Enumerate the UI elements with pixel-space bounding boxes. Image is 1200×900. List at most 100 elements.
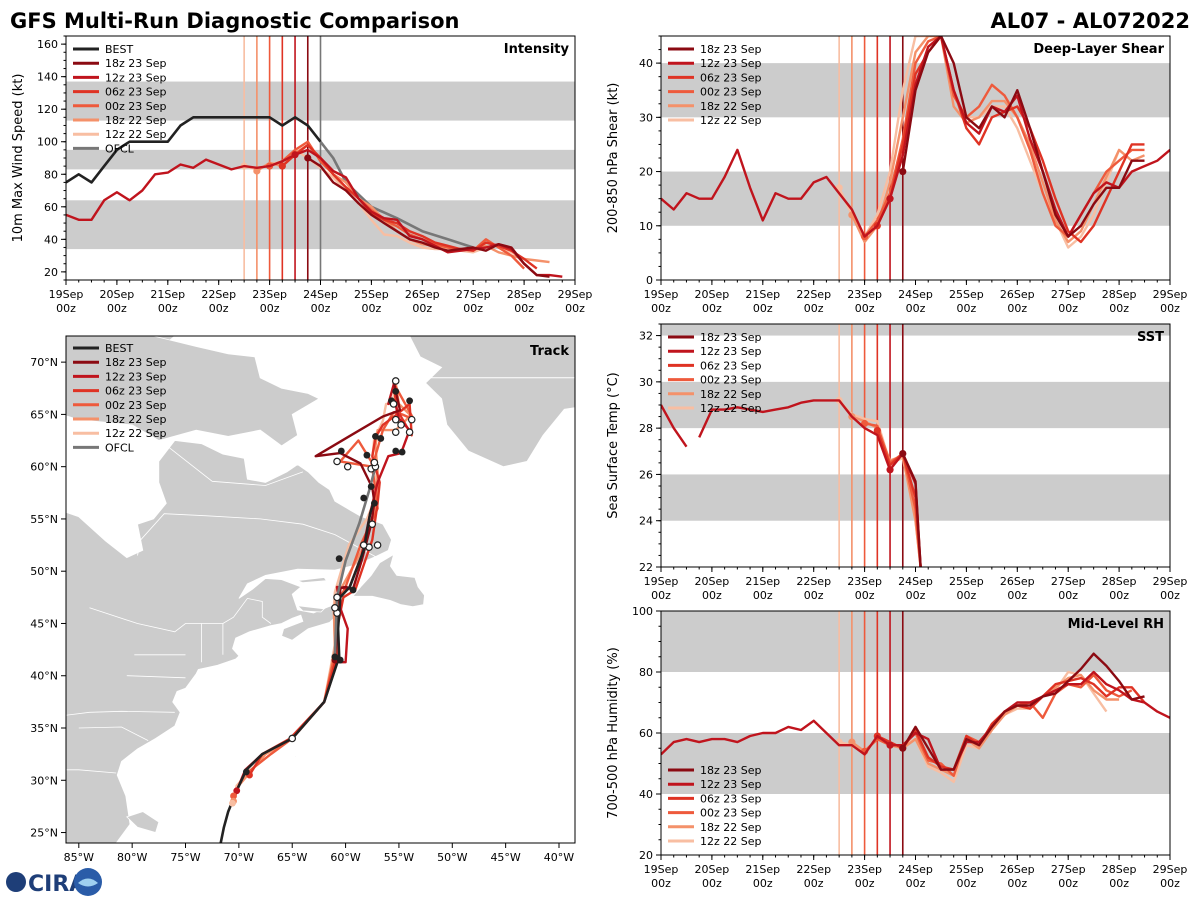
x-tick-label: 00z xyxy=(651,589,671,602)
legend-label: BEST xyxy=(105,342,133,355)
x-tick-label: 26Sep xyxy=(1000,863,1035,876)
init-marker xyxy=(278,162,286,170)
forecast-position-dot xyxy=(368,520,377,528)
x-tick-label: 00z xyxy=(957,302,977,315)
x-tick-label: 23Sep xyxy=(252,288,287,301)
track-panel: 85°W 80°W 75°W 70°W 65°W 60°W 55°W 50°W 45°W 40°W… xyxy=(30,335,576,864)
x-tick-label: 00z xyxy=(107,302,127,315)
x-tick-label: 40°W xyxy=(544,851,574,864)
forecast-position-dot xyxy=(370,458,379,467)
shaded-band xyxy=(661,381,1170,429)
cira-logo: CIRA xyxy=(6,868,102,897)
x-tick-label: 00z xyxy=(1007,589,1027,602)
x-tick-label: 25Sep xyxy=(949,863,984,876)
panel-title: SST xyxy=(1137,330,1164,345)
x-tick-label: 28Sep xyxy=(1102,575,1137,588)
y-axis-label: Sea Surface Temp (°C) xyxy=(606,372,621,519)
x-tick-label: 55°W xyxy=(384,851,414,864)
figure-title: GFS Multi-Run Diagnostic Comparison xyxy=(10,9,459,33)
x-tick-label: 23Sep xyxy=(847,288,882,301)
legend-label: 00z 23 Sep xyxy=(105,100,167,113)
series-line xyxy=(863,36,1145,238)
forecast-position-dot xyxy=(391,428,400,436)
init-marker xyxy=(253,167,261,175)
shear-panel: 01020304019Sep00z20Sep00z21Sep00z22Sep00… xyxy=(606,35,1187,315)
x-tick-label: 00z xyxy=(158,302,178,315)
init-marker xyxy=(304,154,312,162)
x-tick-label: 85°W xyxy=(64,851,94,864)
x-tick-label: 00z xyxy=(1058,877,1078,890)
x-tick-label: 00z xyxy=(804,302,824,315)
best-position-dot xyxy=(335,555,343,563)
x-tick-label: 00z xyxy=(957,877,977,890)
x-tick-label: 24Sep xyxy=(898,863,933,876)
legend-label: 12z 23 Sep xyxy=(700,778,762,791)
x-tick-label: 29Sep xyxy=(1153,863,1188,876)
legend-label: BEST xyxy=(105,43,133,56)
y-tick-label: 160 xyxy=(37,38,58,51)
panel-title: Deep-Layer Shear xyxy=(1033,42,1164,57)
border-line xyxy=(66,769,117,774)
forecast-position-dot xyxy=(397,421,405,429)
legend-label: 06z 23 Sep xyxy=(105,86,167,99)
init-marker xyxy=(899,450,907,458)
init-marker xyxy=(291,151,299,159)
border-line xyxy=(137,513,376,557)
track-init-marker xyxy=(229,799,236,807)
x-tick-label: 24Sep xyxy=(898,575,933,588)
x-tick-label: 00z xyxy=(1109,302,1129,315)
x-tick-label: 00z xyxy=(855,877,875,890)
x-tick-label: 00z xyxy=(1007,877,1027,890)
border-line xyxy=(163,443,304,486)
plot-area xyxy=(66,36,575,280)
x-tick-label: 00z xyxy=(702,589,722,602)
x-tick-label: 27Sep xyxy=(456,288,491,301)
legend-label: 18z 23 Sep xyxy=(700,43,762,56)
legend-label: 18z 23 Sep xyxy=(700,764,762,777)
legend-label: 00z 23 Sep xyxy=(700,807,762,820)
x-tick-label: 00z xyxy=(1109,589,1129,602)
x-tick-label: 29Sep xyxy=(1153,575,1188,588)
y-tick-label: 25°N xyxy=(30,827,58,840)
x-tick-label: 25Sep xyxy=(949,575,984,588)
x-tick-label: 19Sep xyxy=(49,288,84,301)
y-tick-label: 70°N xyxy=(30,356,58,369)
y-tick-label: 40 xyxy=(639,57,653,70)
legend-label: 00z 23 Sep xyxy=(700,86,762,99)
x-tick-label: 00z xyxy=(514,302,534,315)
track-init-marker xyxy=(230,792,237,800)
y-tick-label: 40 xyxy=(639,788,653,801)
y-tick-label: 45°N xyxy=(30,617,58,630)
legend-label: 12z 22 Sep xyxy=(105,128,167,141)
logo-globe-icon xyxy=(6,872,26,892)
plot-area xyxy=(661,324,1170,567)
best-position-dot xyxy=(367,483,375,490)
x-tick-label: 70°W xyxy=(224,851,254,864)
x-tick-label: 20Sep xyxy=(695,863,730,876)
x-tick-label: 27Sep xyxy=(1051,288,1086,301)
best-position-dot xyxy=(406,397,414,405)
init-marker xyxy=(886,466,894,474)
x-tick-label: 22Sep xyxy=(201,288,236,301)
legend-label: OFCL xyxy=(105,142,135,155)
x-tick-label: 28Sep xyxy=(1102,288,1137,301)
forecast-position-dot xyxy=(373,541,382,549)
y-tick-label: 40 xyxy=(44,233,58,246)
border-line xyxy=(78,726,149,741)
legend-label: 00z 23 Sep xyxy=(105,399,167,412)
storm-id: AL07 - AL072022 xyxy=(991,9,1191,33)
y-tick-label: 40°N xyxy=(30,670,58,683)
x-tick-label: 22Sep xyxy=(796,575,831,588)
y-tick-label: 50°N xyxy=(30,565,58,578)
x-tick-label: 60°W xyxy=(330,851,360,864)
x-tick-label: 24Sep xyxy=(898,288,933,301)
rh-panel: 2040608010019Sep00z20Sep00z21Sep00z22Sep… xyxy=(606,605,1187,890)
border-line xyxy=(409,336,575,379)
shaded-band xyxy=(661,611,1170,672)
x-tick-label: 00z xyxy=(1160,877,1180,890)
best-position-dot xyxy=(360,494,368,502)
forecast-position-dot xyxy=(331,603,339,612)
y-tick-label: 120 xyxy=(37,103,58,116)
x-tick-label: 21Sep xyxy=(745,288,780,301)
x-tick-label: 45°W xyxy=(490,851,520,864)
